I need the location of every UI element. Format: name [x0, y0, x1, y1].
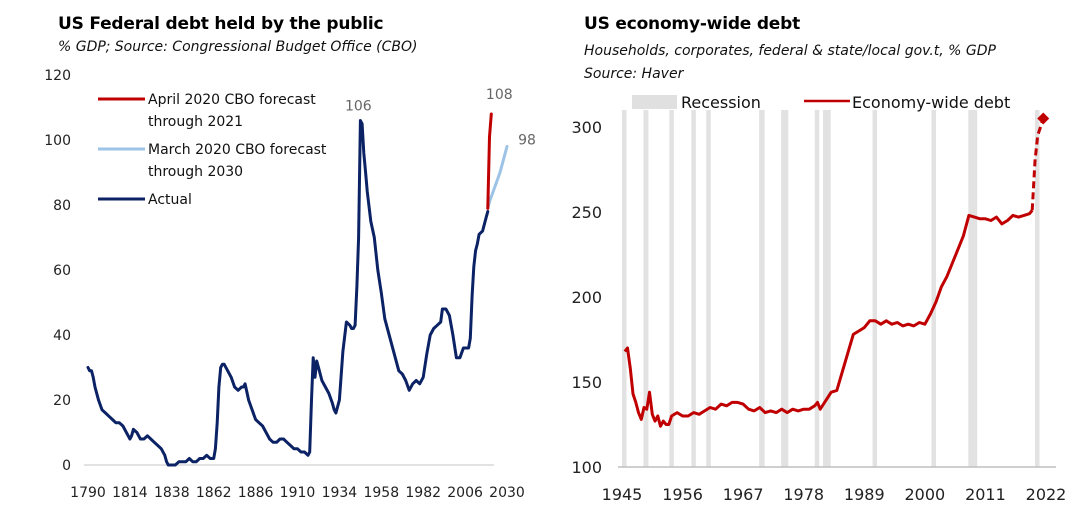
series-line-march-forecast	[486, 145, 509, 210]
legend-label: Recession	[681, 93, 761, 112]
legend-label: through 2030	[148, 164, 243, 180]
recession-band	[931, 110, 936, 467]
recession-band	[759, 110, 765, 467]
recession-band	[622, 110, 627, 467]
y-tick-label: 40	[53, 328, 71, 344]
y-tick-label: 150	[571, 373, 602, 392]
x-tick-label: 1956	[662, 485, 703, 504]
legend-swatch-recession	[632, 95, 677, 109]
legend-label: through 2021	[148, 114, 243, 130]
x-tick-label: 1978	[783, 485, 824, 504]
right-chart-subtitle-line1: Households, corporates, federal & state/…	[584, 43, 996, 59]
x-tick-label: 2000	[904, 485, 945, 504]
legend-label: Actual	[148, 192, 192, 208]
legend-label: March 2020 CBO forecast	[148, 142, 327, 158]
left-chart-title: US Federal debt held by the public	[58, 14, 384, 34]
x-tick-label: 2011	[965, 485, 1006, 504]
series-line-actual	[86, 119, 490, 467]
x-tick-label: 1982	[405, 485, 441, 501]
left-chart-svg: 0 20 40 60 80 100 120 1790 1814 1838 1862 1886 1910 1…	[44, 68, 536, 501]
x-tick-label: 1838	[154, 485, 190, 501]
x-tick-label: 1886	[238, 485, 274, 501]
x-tick-label: 1945	[602, 485, 643, 504]
x-tick-label: 1958	[363, 485, 399, 501]
legend-label: Economy-wide debt	[852, 93, 1010, 112]
x-tick-label: 1814	[112, 485, 148, 501]
right-chart-panel: US economy-wide debt Households, corpora…	[546, 0, 1092, 515]
y-tick-label: 60	[53, 263, 71, 279]
right-chart-svg: 100 150 200 250 300 1945 1956 1967 1978 1989 2000 2…	[571, 93, 1067, 504]
recession-band	[872, 110, 878, 467]
recession-band	[814, 110, 820, 467]
x-tick-label: 1934	[322, 485, 358, 501]
recession-band	[691, 110, 696, 467]
recession-band	[781, 110, 789, 467]
y-tick-label: 200	[571, 288, 602, 307]
y-tick-label: 250	[571, 203, 602, 222]
x-tick-label: 1862	[196, 485, 232, 501]
end-marker-diamond	[1037, 112, 1050, 125]
y-tick-label: 300	[571, 118, 602, 137]
x-tick-label: 1790	[70, 485, 106, 501]
annotation-label: 106	[345, 99, 372, 115]
x-tick-label: 2006	[447, 485, 483, 501]
y-tick-label: 20	[53, 393, 71, 409]
y-tick-label: 0	[62, 458, 71, 474]
x-tick-label: 1910	[280, 485, 316, 501]
right-chart-subtitle-line2: Source: Haver	[584, 66, 684, 82]
series-line-economy-debt	[623, 209, 1034, 428]
x-tick-label: 1989	[844, 485, 885, 504]
recession-band	[643, 110, 649, 467]
recession-band	[968, 110, 978, 467]
series-line-april-forecast	[486, 112, 493, 210]
left-chart-subtitle: % GDP; Source: Congressional Budget Offi…	[58, 39, 418, 55]
legend-label: April 2020 CBO forecast	[148, 92, 316, 108]
recession-band	[1034, 110, 1040, 467]
recession-band	[669, 110, 674, 467]
y-tick-label: 120	[44, 68, 71, 84]
x-tick-label: 2022	[1026, 485, 1067, 504]
annotation-label: 108	[486, 87, 513, 103]
x-tick-label: 2030	[489, 485, 525, 501]
left-chart-panel: US Federal debt held by the public % GDP…	[44, 14, 536, 501]
y-tick-label: 100	[44, 133, 71, 149]
y-tick-label: 100	[571, 458, 602, 477]
x-tick-label: 1967	[723, 485, 764, 504]
recession-band	[706, 110, 711, 467]
recession-band	[822, 110, 831, 467]
right-chart-title: US economy-wide debt	[584, 14, 801, 34]
annotation-label: 98	[518, 133, 536, 149]
y-tick-label: 80	[53, 198, 71, 214]
